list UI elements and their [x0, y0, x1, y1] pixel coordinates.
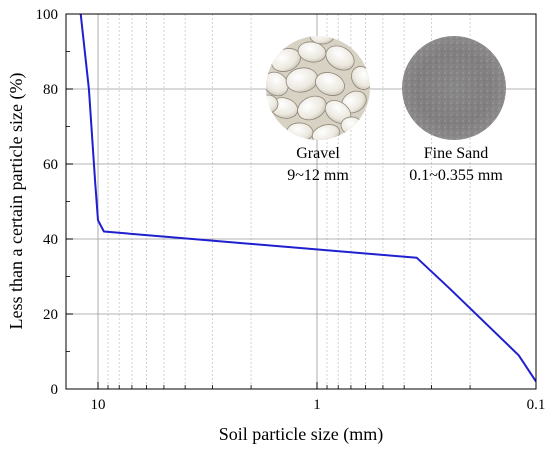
- x-tick-label: 1: [313, 397, 321, 413]
- y-tick-label: 20: [43, 307, 58, 323]
- gradation-curve: [79, 14, 536, 383]
- gravel-photo: [266, 36, 370, 140]
- minor-grid: [107, 14, 471, 389]
- y-tick-label: 40: [43, 232, 58, 248]
- x-tick-label: 0.1: [527, 397, 546, 413]
- pebble: [266, 94, 279, 114]
- y-tick-label: 100: [36, 7, 59, 23]
- axis-tick-labels: 10 1 0.1 0 20 40 60 80 100: [36, 7, 546, 413]
- series-layer: [79, 14, 536, 383]
- fine-sand-label: Fine Sand: [424, 145, 488, 162]
- pebble: [309, 36, 335, 45]
- y-axis-title: Less than a certain particle size (%): [6, 73, 27, 330]
- pebble: [315, 72, 345, 96]
- gravel-label: Gravel: [296, 145, 340, 162]
- fine-sand-photo: [402, 36, 506, 140]
- pebble: [325, 45, 355, 71]
- y-tick-label: 60: [43, 157, 58, 173]
- axis-ticks: [66, 13, 537, 390]
- fine-sand-size-label: 0.1~0.355 mm: [409, 167, 503, 184]
- gravel-size-label: 9~12 mm: [287, 167, 349, 184]
- y-tick-label: 0: [51, 382, 59, 398]
- x-axis-title: Soil particle size (mm): [219, 424, 383, 445]
- x-tick-label: 10: [91, 397, 106, 413]
- pebble: [351, 66, 370, 90]
- y-tick-label: 80: [43, 82, 58, 98]
- pebble: [297, 95, 327, 121]
